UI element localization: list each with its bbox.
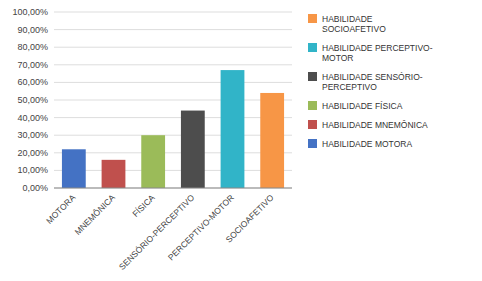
x-tick-label: SOCIOAFETIVO <box>224 192 276 244</box>
legend-label: HABILIDADE PERCEPTIVO-MOTOR <box>322 43 433 63</box>
x-tick-label: MNEMÔNICA <box>73 192 118 237</box>
grid-line <box>54 135 292 136</box>
grid-line <box>54 117 292 118</box>
legend: HABILIDADESOCIOAFETIVO HABILIDADE PERCEPT… <box>308 14 433 149</box>
legend-swatch <box>308 139 317 148</box>
grid-line <box>54 29 292 30</box>
legend-swatch <box>308 72 317 81</box>
y-tick-label: 0,00% <box>22 183 48 193</box>
bar <box>260 93 284 188</box>
y-tick-label: 20,00% <box>17 148 48 158</box>
grid-line <box>54 82 292 83</box>
legend-swatch <box>308 14 317 23</box>
y-tick-label: 80,00% <box>17 42 48 52</box>
legend-label: HABILIDADE MOTORA <box>322 139 412 149</box>
grid-line <box>54 100 292 101</box>
y-tick-label: 100,00% <box>12 7 48 17</box>
legend-swatch <box>308 120 317 129</box>
y-tick-label: 10,00% <box>17 165 48 175</box>
x-tick-label: SENSÓRIO-PERCEPTIVO <box>117 192 197 272</box>
y-tick-label: 60,00% <box>17 77 48 87</box>
legend-label: HABILIDADE SENSÓRIO-PERCEPTIVO <box>322 72 423 92</box>
y-tick-label: 90,00% <box>17 25 48 35</box>
bar <box>62 149 86 188</box>
bar <box>102 160 126 188</box>
y-tick-label: 40,00% <box>17 113 48 123</box>
legend-swatch <box>308 43 317 52</box>
grid-line <box>54 152 292 153</box>
y-tick-label: 50,00% <box>17 95 48 105</box>
legend-label: HABILIDADESOCIOAFETIVO <box>322 14 386 34</box>
y-tick-label: 70,00% <box>17 60 48 70</box>
x-axis-line <box>54 188 292 189</box>
grid-line <box>54 188 292 189</box>
x-tick-label: FÍSICA <box>130 192 157 219</box>
legend-label: HABILIDADE MNEMÔNICA <box>322 120 428 130</box>
chart: 0,00% 10,00% 20,00% 30,00% 40,00% 50,00% 60,00… <box>0 0 482 281</box>
grid-line <box>54 64 292 65</box>
x-tick-label: MOTORA <box>44 192 78 226</box>
bar <box>221 70 245 188</box>
bar <box>181 111 205 188</box>
bar <box>141 135 165 188</box>
grid-line <box>54 170 292 171</box>
grid-line <box>54 12 292 13</box>
y-tick-label: 30,00% <box>17 130 48 140</box>
bars <box>62 70 284 188</box>
grid <box>54 12 292 188</box>
grid-line <box>54 47 292 48</box>
x-tick-label: PERCEPTIVO-MOTOR <box>166 192 236 262</box>
legend-label: HABILIDADE FÍSICA <box>322 101 403 111</box>
legend-swatch <box>308 101 317 110</box>
